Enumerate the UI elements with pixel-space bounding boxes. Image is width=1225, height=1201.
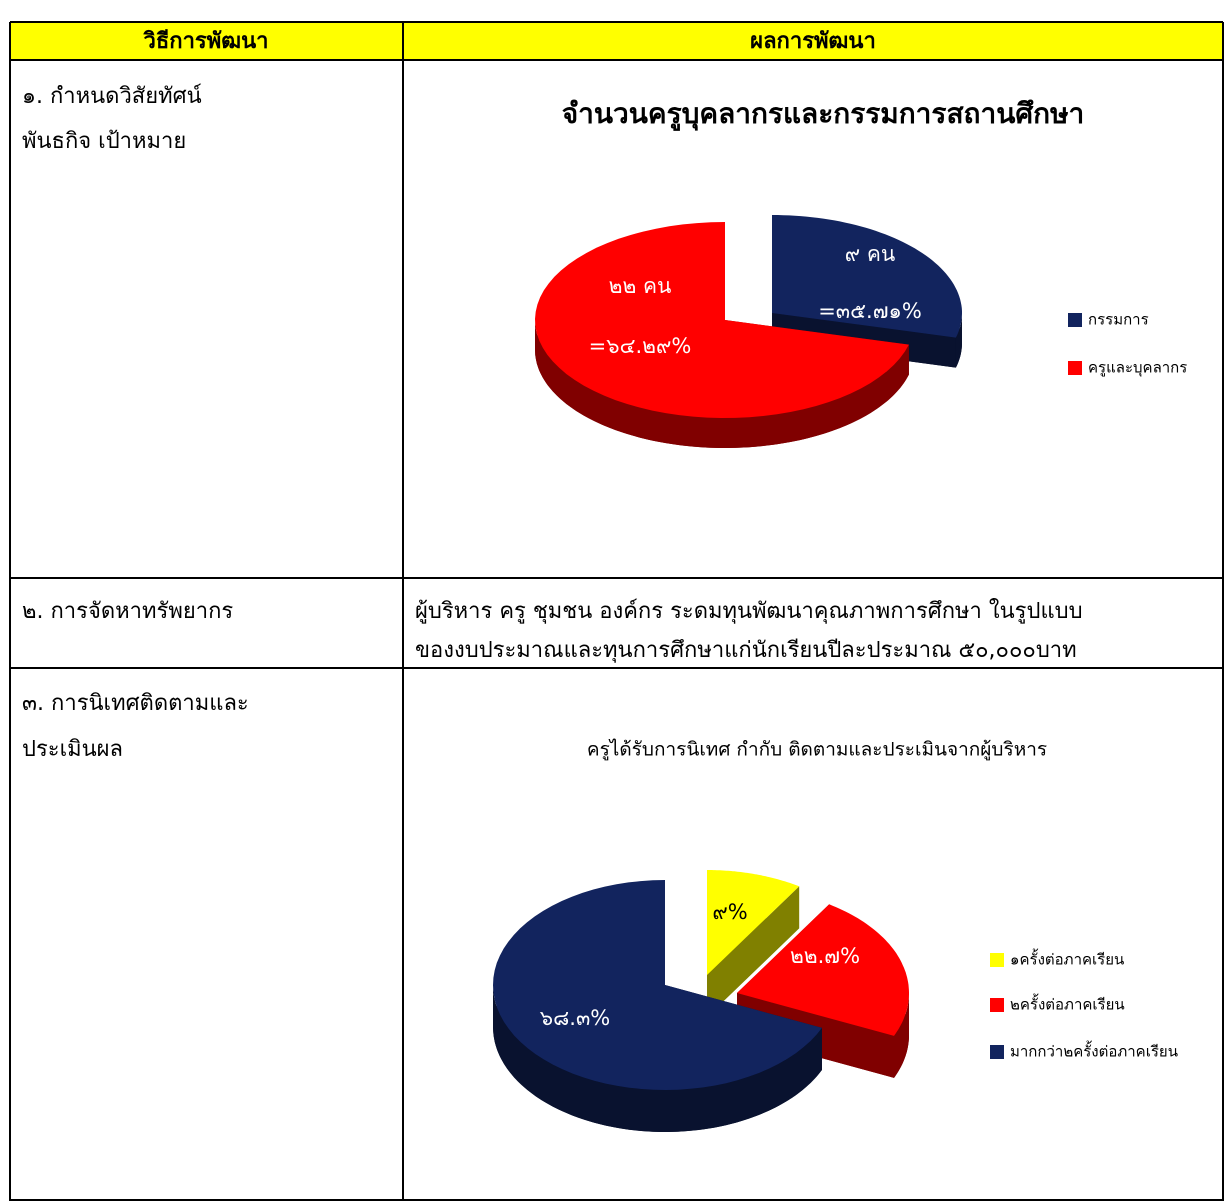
pie-slice bbox=[493, 880, 822, 1090]
table-lines bbox=[9, 21, 1224, 1201]
result-text: ของงบประมาณและทุนการศึกษาแก่นักเรียนปีละ… bbox=[415, 638, 1077, 663]
legend-swatch bbox=[1068, 361, 1082, 375]
data-label: =๖๔.๒๙% bbox=[589, 334, 692, 358]
data-label: =๓๕.๗๑% bbox=[818, 299, 922, 323]
method-text: ๒. การจัดหาทรัพยากร bbox=[22, 599, 233, 624]
pie-slice-side bbox=[707, 886, 800, 1017]
legend-label: กรรมการ bbox=[1088, 311, 1149, 329]
result-text: ผู้บริหาร ครู ชุมชน องค์กร ระดมทุนพัฒนาค… bbox=[415, 598, 1083, 624]
header-cell: ผลการพัฒนา bbox=[750, 29, 876, 54]
method-text: ประเมินผล bbox=[22, 737, 123, 762]
header-bg bbox=[10, 22, 1223, 60]
data-label: ๙ คน bbox=[845, 242, 895, 266]
header-cell: วิธีการพัฒนา bbox=[143, 29, 269, 54]
legend-swatch bbox=[990, 998, 1004, 1012]
data-label: ๖๘.๓% bbox=[540, 1006, 611, 1030]
method-text: ๑. กำหนดวิสัยทัศน์ bbox=[22, 84, 202, 109]
method-text: พันธกิจ เป้าหมาย bbox=[22, 129, 186, 154]
pie-slice-side bbox=[535, 320, 909, 448]
legend-swatch bbox=[1068, 313, 1082, 327]
data-label: ๙% bbox=[712, 900, 747, 924]
pie-slice bbox=[535, 222, 909, 418]
legend-label: ๑ครั้งต่อภาคเรียน bbox=[1010, 949, 1124, 969]
legend-label: มากกว่า๒ครั้งต่อภาคเรียน bbox=[1010, 1041, 1178, 1061]
pie-slice-side bbox=[894, 993, 909, 1078]
legend-label: ครูและบุคลากร bbox=[1088, 359, 1187, 378]
data-label: ๒๒.๗% bbox=[790, 944, 860, 968]
legend-swatch bbox=[990, 1045, 1004, 1059]
pie-slice-side bbox=[493, 985, 822, 1132]
method-text: ๓. การนิเทศติดตามและ bbox=[22, 691, 249, 716]
legend-label: ๒ครั้งต่อภาคเรียน bbox=[1010, 994, 1125, 1014]
pie-slice bbox=[707, 870, 800, 975]
data-label: ๒๒ คน bbox=[609, 274, 672, 298]
legend-swatch bbox=[990, 953, 1004, 967]
pie-slice-side bbox=[955, 313, 962, 368]
pie-slice bbox=[737, 904, 909, 1036]
chart-title: ครูได้รับการนิเทศ กำกับ ติดตามและประเมิน… bbox=[587, 739, 1047, 761]
pie-slice bbox=[772, 215, 962, 338]
chart-title: จำนวนครูบุคลากรและกรรมการสถานศึกษา bbox=[562, 97, 1085, 131]
